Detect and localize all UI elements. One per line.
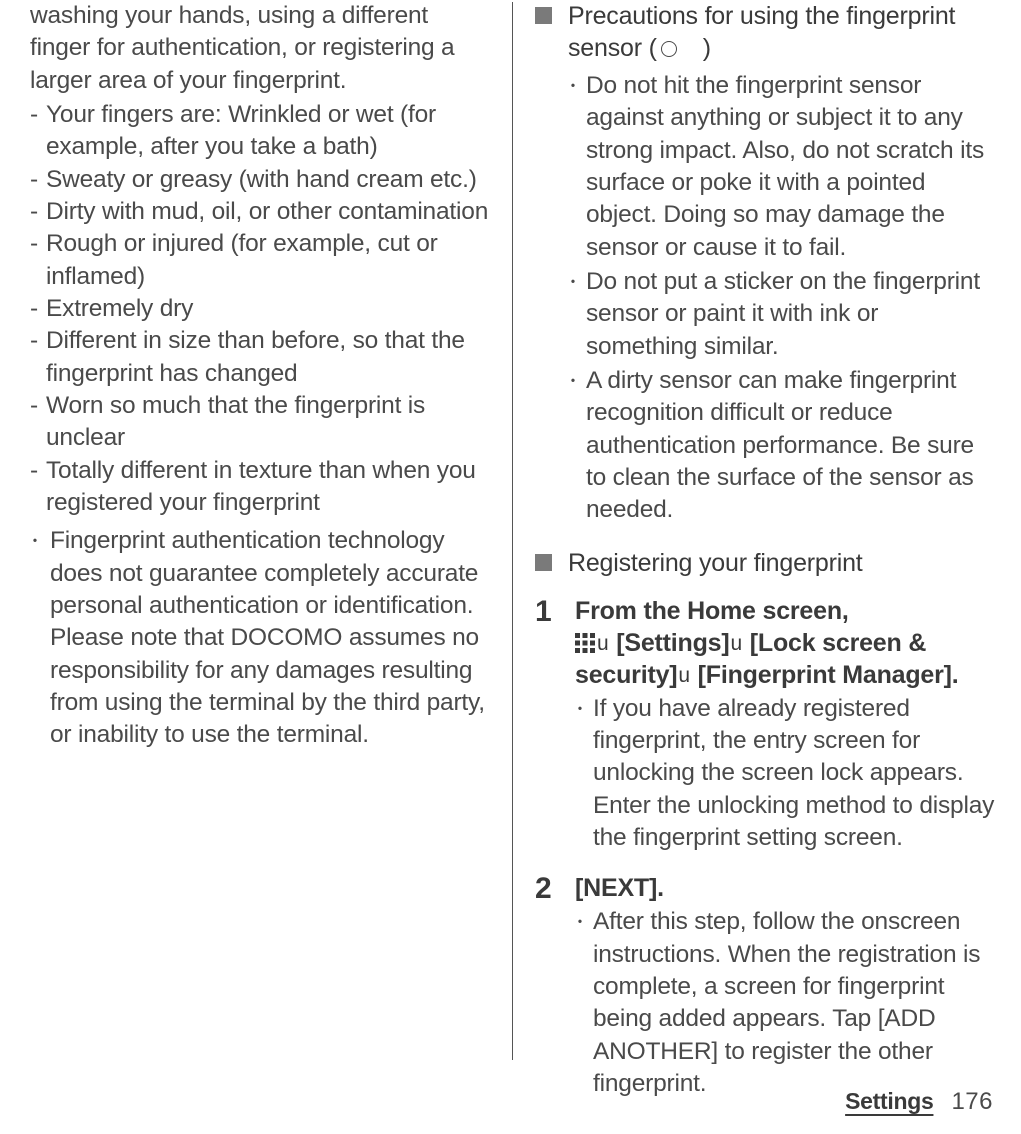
- step-1: 1 From the Home screen, u [Settings]u [L…: [535, 595, 995, 857]
- bullet-dot-icon: ･: [575, 693, 593, 855]
- bullet-dot-icon: ･: [568, 266, 586, 363]
- apps-grid-icon: [575, 633, 595, 653]
- footer-section-label: Settings: [845, 1088, 933, 1115]
- bullet-dot-icon: ･: [575, 906, 593, 1100]
- bullet-dot-icon: ･: [568, 70, 586, 264]
- step-2-title: [NEXT].: [575, 872, 995, 904]
- step-number: 2: [535, 872, 575, 1102]
- step-1-note: ･ If you have already registered fingerp…: [575, 693, 995, 855]
- precautions-heading: Precautions for using the fingerprint se…: [535, 0, 995, 64]
- list-item: -Sweaty or greasy (with hand cream etc.): [30, 164, 490, 196]
- page-number: 176: [951, 1088, 993, 1116]
- right-column: Precautions for using the fingerprint se…: [513, 0, 1003, 1070]
- page-columns: washing your hands, using a different fi…: [0, 0, 1021, 1070]
- docomo-disclaimer: ･ Fingerprint authentication technology …: [30, 525, 490, 751]
- step-number: 1: [535, 595, 575, 857]
- bullet-dot-icon: ･: [568, 365, 586, 527]
- left-column: washing your hands, using a different fi…: [22, 0, 512, 1070]
- precautions-list: ･Do not hit the fingerprint sensor again…: [568, 70, 995, 527]
- list-item: -Different in size than before, so that …: [30, 325, 490, 390]
- page-footer: Settings 176: [845, 1088, 993, 1116]
- square-bullet-icon: [535, 554, 552, 571]
- step-2: 2 [NEXT]. ･ After this step, follow the …: [535, 872, 995, 1102]
- square-bullet-icon: [535, 7, 552, 24]
- list-item: -Your fingers are: Wrinkled or wet (for …: [30, 99, 490, 164]
- list-item: -Extremely dry: [30, 293, 490, 325]
- section-title: Registering your fingerprint: [568, 547, 863, 579]
- list-item: ･A dirty sensor can make fingerprint rec…: [568, 365, 995, 527]
- list-item: ･Do not hit the fingerprint sensor again…: [568, 70, 995, 264]
- list-item: -Worn so much that the fingerprint is un…: [30, 390, 490, 455]
- intro-text: washing your hands, using a different fi…: [30, 0, 490, 97]
- section-title: Precautions for using the fingerprint se…: [568, 0, 995, 64]
- power-button-icon: [661, 41, 677, 57]
- registering-heading: Registering your fingerprint: [535, 547, 995, 579]
- list-item: -Rough or injured (for example, cut or i…: [30, 228, 490, 293]
- list-item: -Totally different in texture than when …: [30, 455, 490, 520]
- bullet-dot-icon: ･: [30, 525, 50, 751]
- list-item: -Dirty with mud, oil, or other contamina…: [30, 196, 490, 228]
- step-1-title: From the Home screen, u [Settings]u [Loc…: [575, 595, 995, 691]
- list-item: ･Do not put a sticker on the fingerprint…: [568, 266, 995, 363]
- step-2-note: ･ After this step, follow the onscreen i…: [575, 906, 995, 1100]
- finger-conditions-list: -Your fingers are: Wrinkled or wet (for …: [30, 99, 490, 519]
